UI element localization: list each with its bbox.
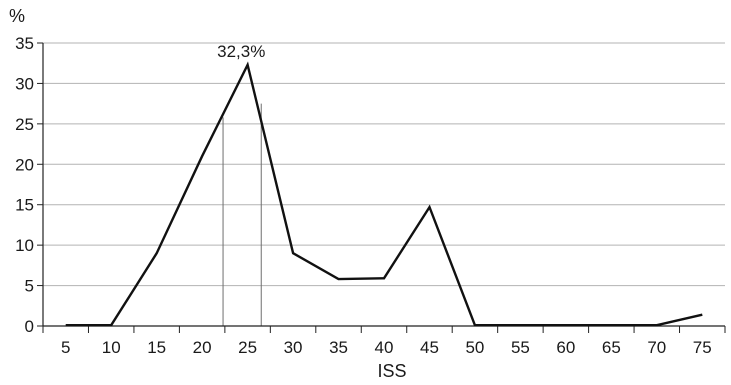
x-tick-label: 45: [420, 338, 439, 357]
x-tick-label: 20: [193, 338, 212, 357]
annotations: 32,3%: [217, 42, 265, 61]
x-tick-label: 10: [102, 338, 121, 357]
x-tick-label: 65: [602, 338, 621, 357]
peak-annotation: 32,3%: [217, 42, 265, 61]
y-tick-label: 10: [15, 236, 34, 255]
series-line-1: [65, 61, 703, 327]
axes: [42, 43, 725, 327]
y-axis-ticks: 0 5 10 15 20 25 30 35: [15, 34, 43, 336]
y-tick-label: 25: [15, 115, 34, 134]
x-axis-label: ISS: [377, 361, 406, 381]
y-tick-label: 35: [15, 34, 34, 53]
y-tick-label: 0: [25, 317, 34, 336]
series-group: [65, 61, 703, 327]
grid-lines: [43, 42, 725, 287]
x-tick-label: 70: [647, 338, 666, 357]
y-axis-label: %: [9, 6, 25, 26]
x-tick-label: 75: [693, 338, 712, 357]
reference-lines: [222, 103, 262, 326]
x-tick-label: 30: [284, 338, 303, 357]
x-tick-label: 25: [238, 338, 257, 357]
y-tick-label: 15: [15, 196, 34, 215]
y-tick-label: 30: [15, 74, 34, 93]
x-tick-label: 35: [329, 338, 348, 357]
x-tick-label: 40: [375, 338, 394, 357]
y-tick-label: 5: [25, 277, 34, 296]
x-tick-label: 5: [61, 338, 70, 357]
x-tick-label: 60: [556, 338, 575, 357]
x-tick-label: 50: [465, 338, 484, 357]
x-tick-label: 15: [147, 338, 166, 357]
x-tick-label: 55: [511, 338, 530, 357]
y-tick-label: 20: [15, 155, 34, 174]
x-axis-ticks: 5 10 15 20 25 30 35 40 45 50 55 60 65 70 75: [42, 326, 726, 357]
